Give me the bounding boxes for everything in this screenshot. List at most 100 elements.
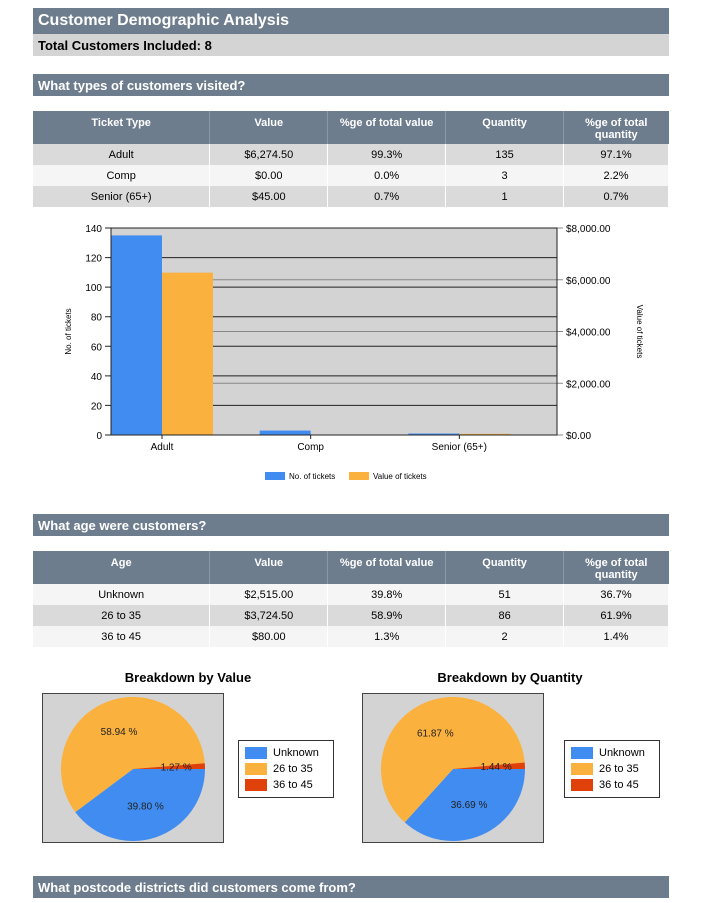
pie-legend-quantity: Unknown 26 to 35 36 to 45 [564,740,660,798]
pie-slice [453,762,525,769]
y-tick-label: 40 [91,372,103,383]
y-tick-label: 100 [85,283,102,294]
table-cell: $3,724.50 [209,605,329,626]
pie-slice [133,763,205,769]
x-tick-label: Adult [151,442,174,453]
table-cell: $2,515.00 [209,584,329,605]
section-header-postcode: What postcode districts did customers co… [33,876,669,898]
bar-tickets [408,433,460,435]
table-cell: 39.8% [327,584,447,605]
x-tick-label: Comp [297,442,324,453]
pie-data-label: 39.80 % [127,802,164,813]
legend-item: 26 to 35 [245,761,327,777]
report-title: Customer Demographic Analysis [33,8,669,34]
pie-title-quantity: Breakdown by Quantity [437,670,583,685]
y-tick-label: 20 [91,401,103,412]
table-cell: 1.3% [327,626,447,647]
table-cell: Senior (65+) [33,186,211,207]
ticket-bar-chart: $0.00 $2,000.00 $4,000.00 $6,000.00 $8,000.0… [64,224,644,481]
table-cell: 135 [445,144,565,165]
table-cell: 2 [445,626,565,647]
legend-swatch [245,779,267,791]
section-header-age: What age were customers? [33,514,669,536]
legend-label: 36 to 45 [599,779,639,791]
table-cell: 3 [445,165,565,186]
table-cell: $6,274.50 [209,144,329,165]
column-header: Value [209,551,329,584]
y2-tick-label: $0.00 [566,431,591,442]
table-cell: 26 to 35 [33,605,211,626]
column-header: Age [33,551,211,584]
table-cell: 51 [445,584,565,605]
pie-legend-value: Unknown 26 to 35 36 to 45 [238,740,334,798]
table-cell: 1 [445,186,565,207]
legend-item: 26 to 35 [571,761,653,777]
column-header: %ge of total quantity [563,111,669,144]
table-cell: 36.7% [563,584,669,605]
y2-tick-label: $4,000.00 [566,328,611,339]
plot-border [110,227,558,436]
ticket-type-table: Ticket Type Value %ge of total value Qua… [33,111,669,207]
legend-swatch-tickets [265,472,285,480]
pie-data-label: 1.44 % [481,762,512,773]
pie-chart-value: 39.80 % 58.94 % 1.27 % [42,693,224,843]
legend-label: 26 to 35 [273,763,313,775]
pie-slice [381,697,525,823]
bar-tickets [259,430,311,435]
pie-slice [75,769,205,841]
age-table: Age Value %ge of total value Quantity %g… [33,551,669,647]
legend-swatch [245,763,267,775]
y2-tick-label: $6,000.00 [566,276,611,287]
pie-chart-quantity: 36.69 % 61.87 % 1.44 % [362,693,544,843]
legend-item: 36 to 45 [245,777,327,793]
legend-label: Unknown [273,747,319,759]
legend-label-tickets: No. of tickets [289,472,335,481]
table-row: 26 to 35 $3,724.50 58.9% 86 61.9% [33,605,669,626]
table-row: Senior (65+) $45.00 0.7% 1 0.7% [33,186,669,207]
pie-data-label: 61.87 % [417,729,454,740]
legend-swatch [571,763,593,775]
table-cell: 0.7% [563,186,669,207]
column-header: %ge of total value [327,111,447,144]
bar-tickets [111,235,162,435]
legend-label: 26 to 35 [599,763,639,775]
table-cell: 86 [445,605,565,626]
total-customers-label: Total Customers Included: 8 [33,34,669,56]
section-header-types: What types of customers visited? [33,74,669,96]
y2-tick-label: $8,000.00 [566,224,611,235]
column-header: %ge of total value [327,551,447,584]
table-cell: Unknown [33,584,211,605]
table-row: Comp $0.00 0.0% 3 2.2% [33,165,669,186]
column-header: Quantity [445,551,565,584]
x-tick-label: Senior (65+) [432,442,487,453]
y-tick-label: 60 [91,342,103,353]
bar-value [459,433,511,435]
legend-item: 36 to 45 [571,777,653,793]
pie-title-value: Breakdown by Value [124,670,252,685]
table-cell: 0.0% [327,165,447,186]
table-cell: Comp [33,165,211,186]
table-cell: 0.7% [327,186,447,207]
y-tick-label: 80 [91,313,103,324]
y-axis-label-right: Value of tickets [635,305,644,359]
column-header: Value [209,111,329,144]
table-header-row: Ticket Type Value %ge of total value Qua… [33,111,669,144]
legend-swatch [245,747,267,759]
column-header: Quantity [445,111,565,144]
y-tick-label: 140 [85,224,102,235]
legend-item: Unknown [245,745,327,761]
y2-tick-label: $2,000.00 [566,379,611,390]
column-header: %ge of total quantity [563,551,669,584]
pie-data-label: 58.94 % [101,727,138,738]
pie-data-label: 1.27 % [161,762,192,773]
legend-label-value: Value of tickets [373,472,427,481]
pie-slice [404,769,525,841]
table-row: Unknown $2,515.00 39.8% 51 36.7% [33,584,669,605]
table-cell: Adult [33,144,211,165]
column-header: Ticket Type [33,111,211,144]
legend-swatch [571,747,593,759]
table-cell: 97.1% [563,144,669,165]
table-cell: $0.00 [209,165,329,186]
legend-swatch [571,779,593,791]
y-tick-label: 120 [85,254,102,265]
